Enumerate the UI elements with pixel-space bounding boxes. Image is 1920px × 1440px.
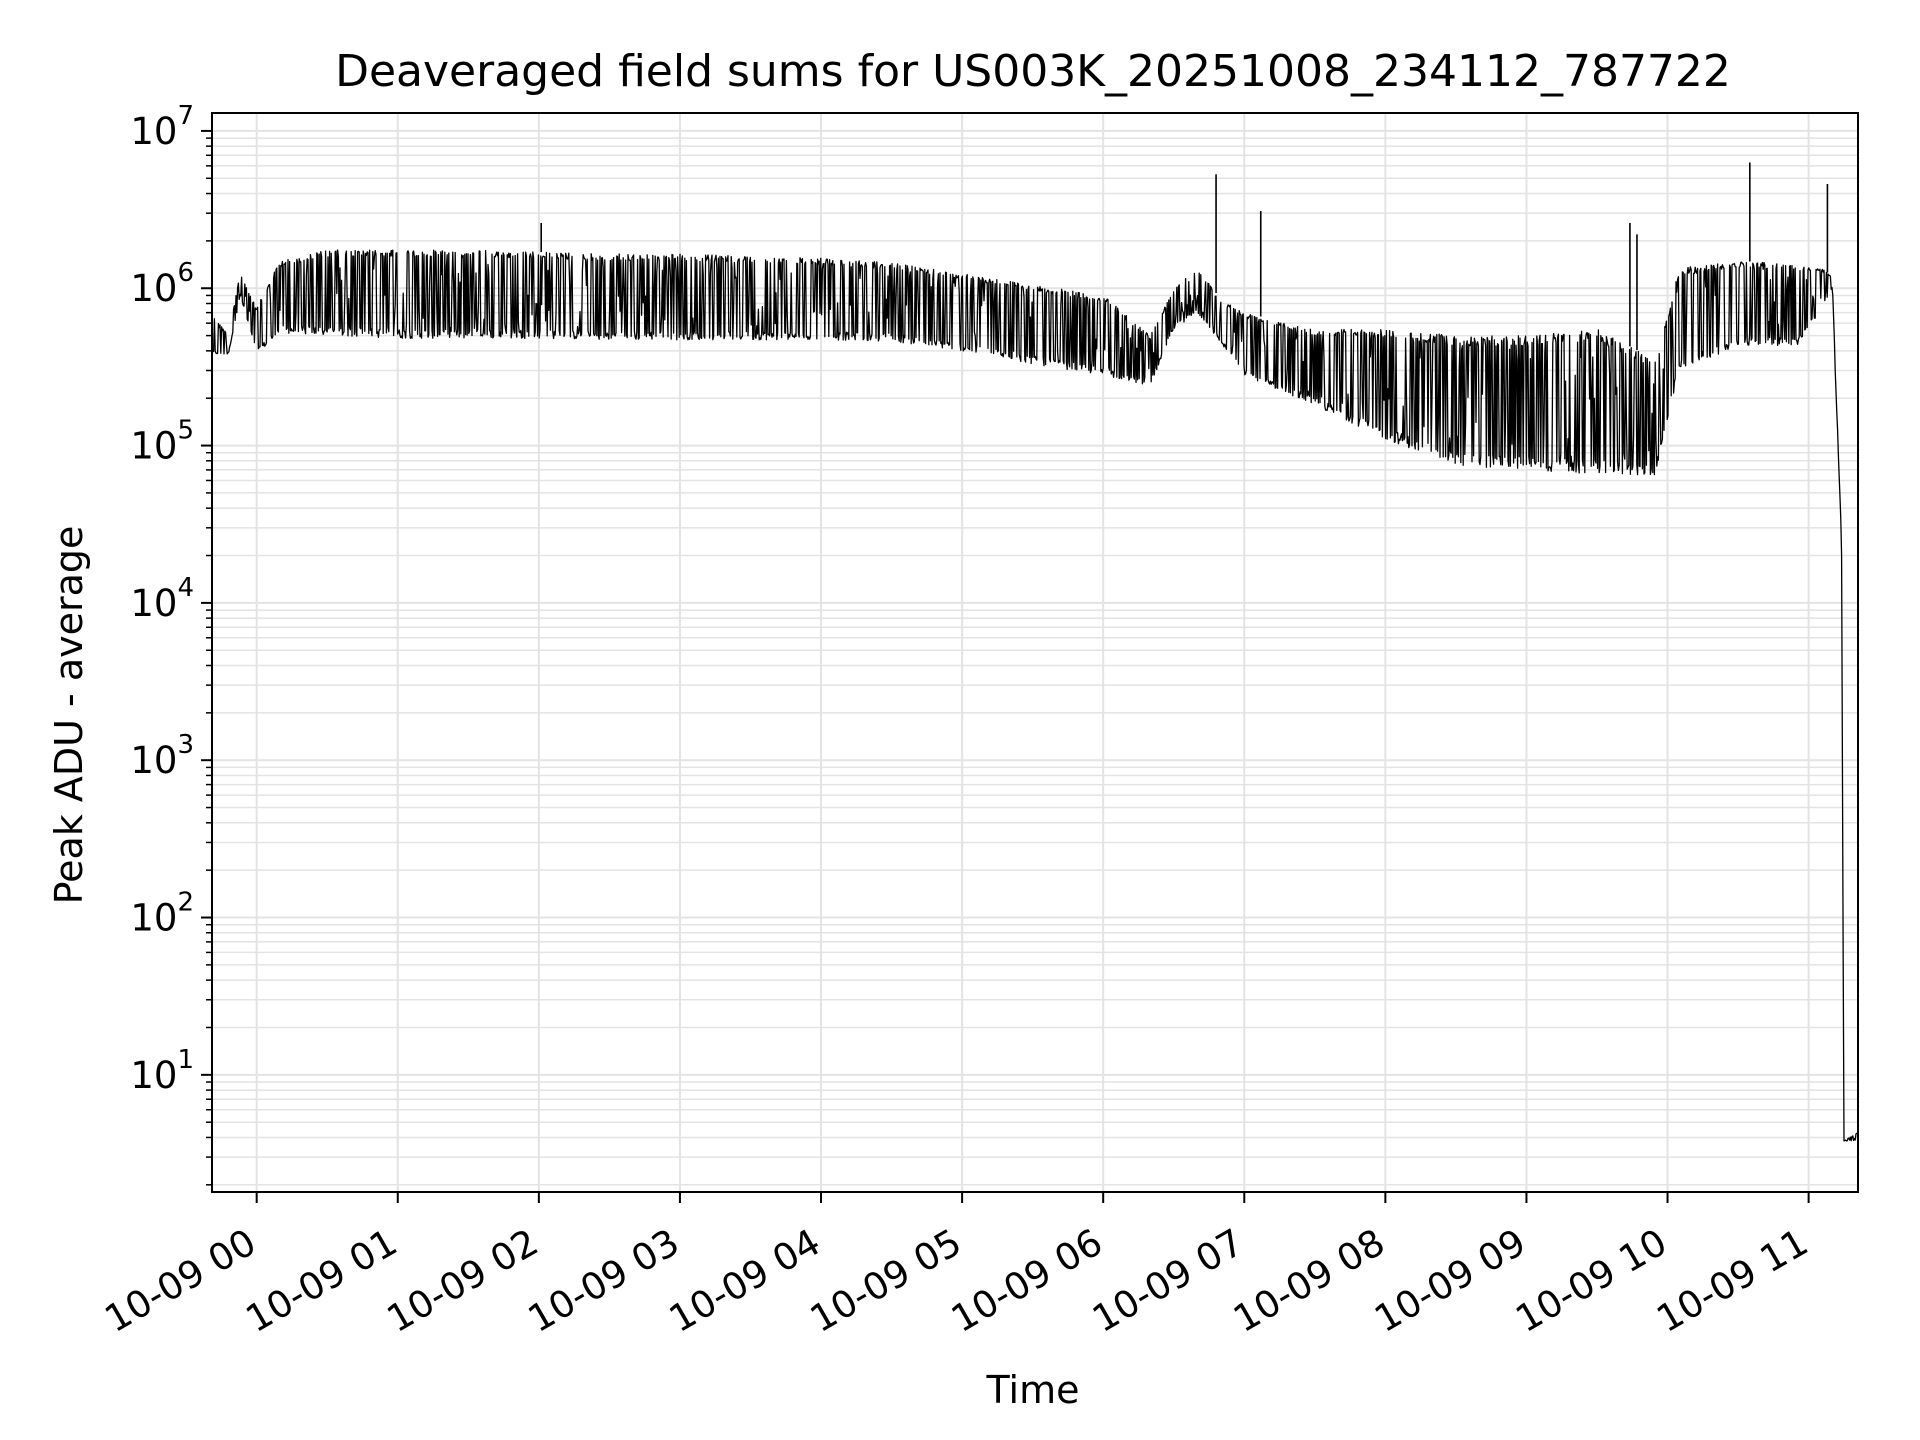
y-tick-label: 103	[130, 730, 194, 782]
y-tick-label: 107	[130, 101, 194, 153]
chart-title: Deaveraged field sums for US003K_2025100…	[335, 46, 1731, 97]
y-tick-label: 105	[130, 416, 194, 468]
data-line	[212, 249, 1858, 1142]
axes-frame	[211, 112, 1859, 1193]
y-tick-label: 102	[130, 888, 194, 940]
y-tick-label: 106	[130, 258, 194, 310]
y-tick-label: 104	[130, 573, 194, 625]
x-axis-label: Time	[986, 1368, 1080, 1412]
y-tick-label: 101	[130, 1045, 194, 1097]
y-axis-label: Peak ADU - average	[47, 526, 91, 905]
plot-area	[212, 162, 1858, 1142]
